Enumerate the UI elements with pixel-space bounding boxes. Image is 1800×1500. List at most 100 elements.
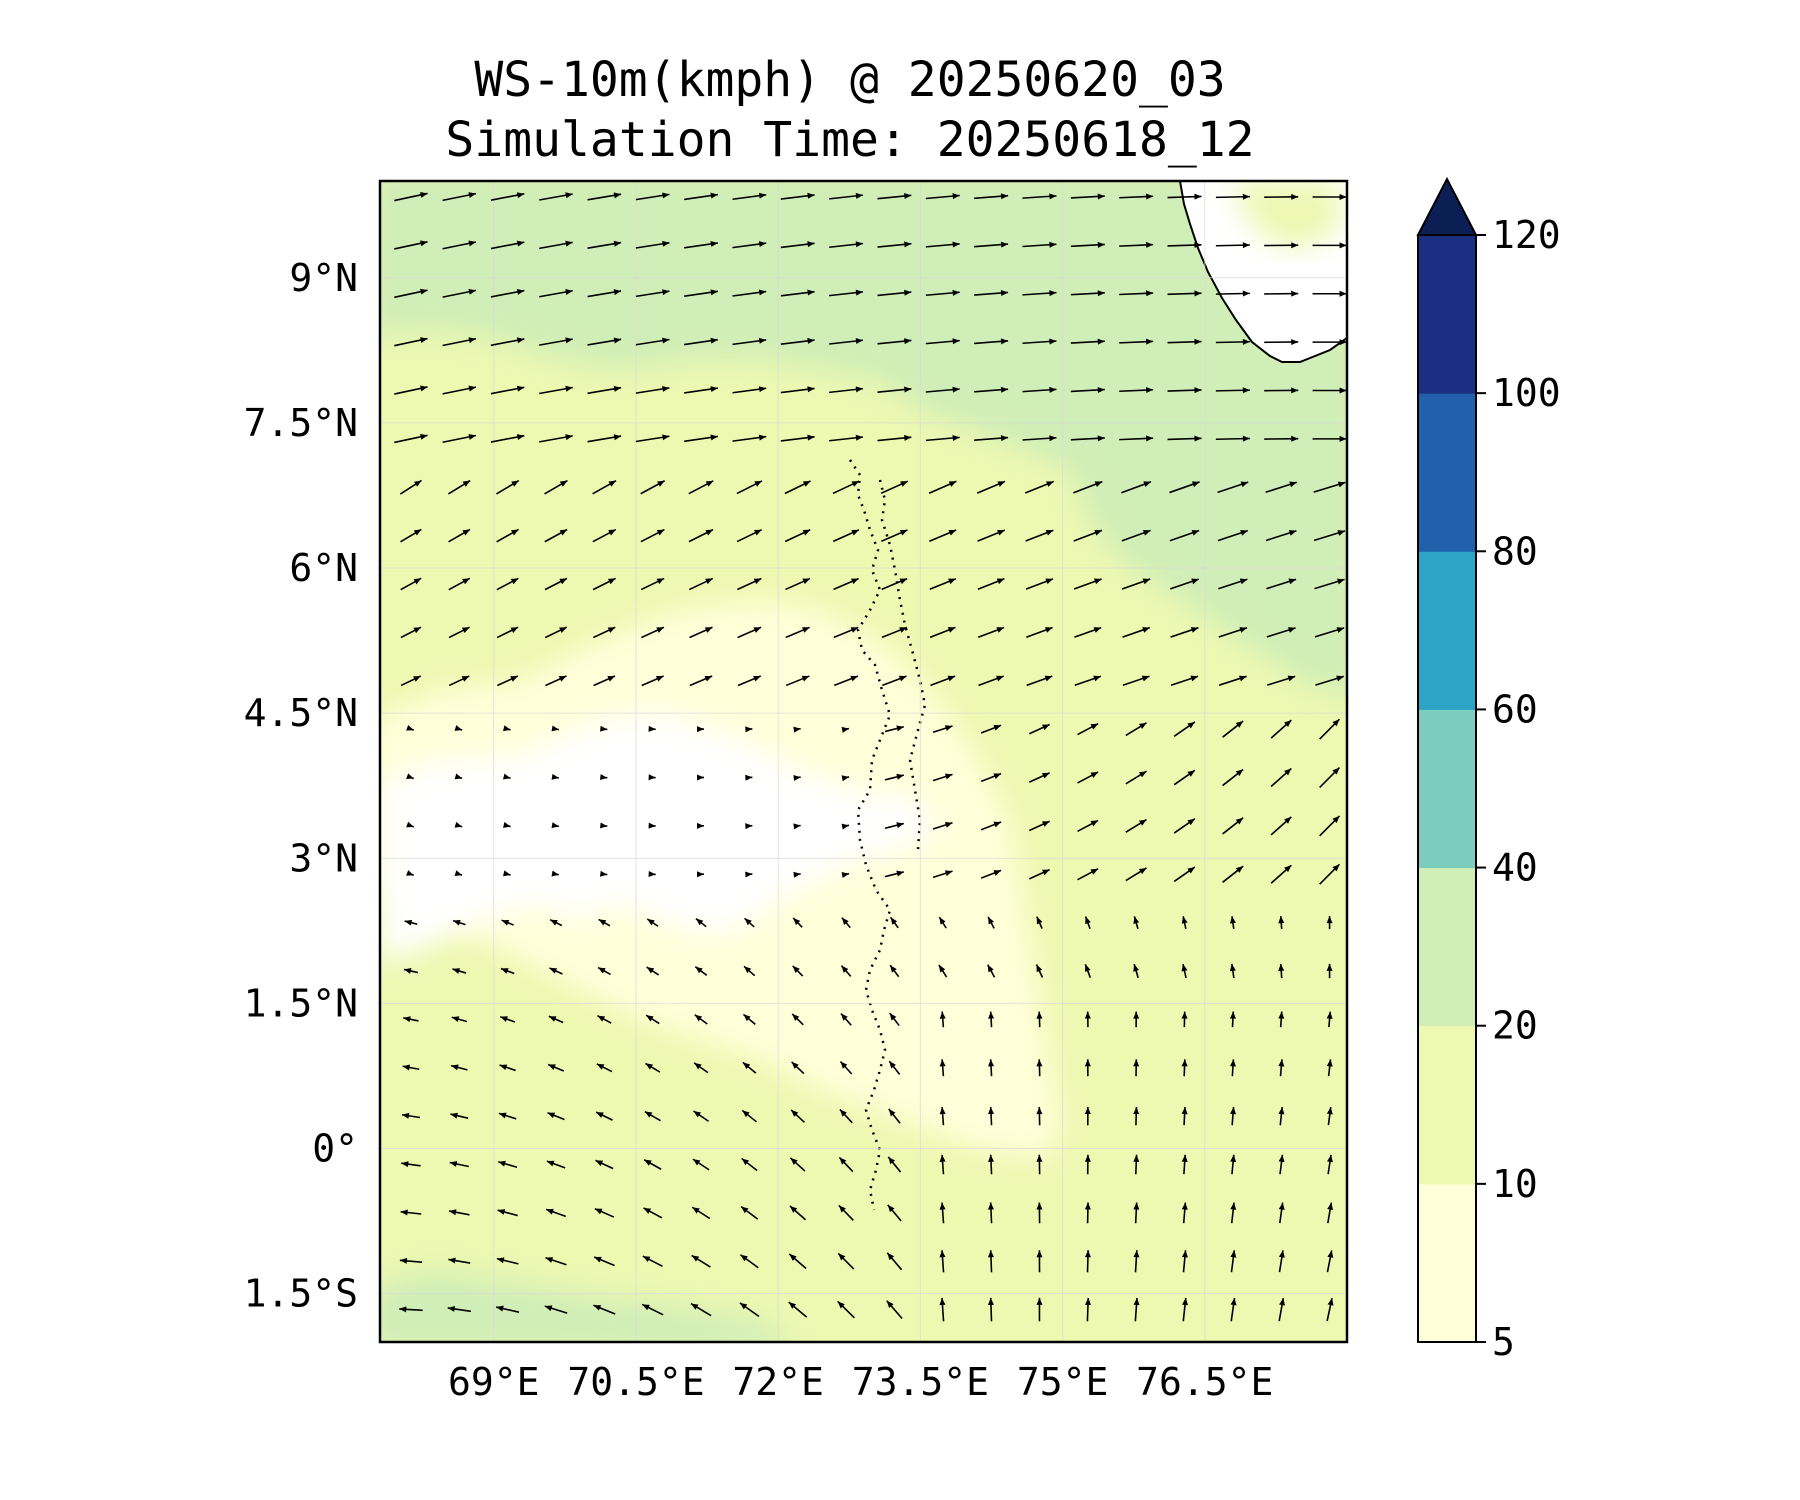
wind-vector <box>929 529 957 542</box>
wind-vector <box>932 725 953 733</box>
wind-vector <box>640 577 665 591</box>
wind-vector <box>980 821 1002 831</box>
wind-vector <box>1326 1298 1334 1322</box>
wind-vector <box>544 479 568 495</box>
wind-vector <box>1319 815 1341 837</box>
wind-vector <box>399 1306 423 1313</box>
wind-vector <box>1025 578 1054 590</box>
wind-vector <box>780 337 815 345</box>
wind-vector <box>1222 768 1244 787</box>
wind-vector <box>595 1159 614 1170</box>
wind-vector <box>545 1257 567 1266</box>
wind-vector <box>939 1154 946 1175</box>
wind-speed-field-20-40-southwest <box>380 1270 790 1342</box>
wind-vector <box>788 1253 807 1270</box>
colorbar-segment <box>1418 1183 1476 1343</box>
wind-vector <box>1264 387 1299 394</box>
wind-vector <box>684 337 718 346</box>
wind-vector <box>1181 916 1188 930</box>
wind-vector <box>594 1207 615 1218</box>
wind-vector <box>684 192 718 201</box>
wind-vector <box>1133 1250 1140 1273</box>
wind-vector <box>988 1107 995 1126</box>
wind-vector <box>840 965 852 977</box>
wind-vector <box>448 577 471 591</box>
wind-vector <box>544 577 568 591</box>
wind-vector <box>645 1014 660 1025</box>
wind-vector <box>643 1159 662 1170</box>
colorbar-tick-label: 40 <box>1492 846 1538 890</box>
wind-vector <box>880 480 909 495</box>
wind-vector <box>789 1157 806 1172</box>
wind-vector <box>645 1062 661 1073</box>
wind-vector <box>402 1064 420 1071</box>
lat-tick-label: 6°N <box>289 546 358 590</box>
wind-vector <box>1084 1011 1091 1028</box>
wind-vector <box>696 774 705 781</box>
wind-vector <box>1070 290 1105 297</box>
wind-vector <box>442 337 477 347</box>
wind-vector <box>1181 963 1188 979</box>
wind-vector <box>1313 530 1346 542</box>
wind-vector <box>939 1011 946 1028</box>
wind-vector <box>442 192 477 202</box>
map-frame <box>378 179 1349 1344</box>
wind-vector <box>696 871 705 878</box>
wind-vector <box>551 822 560 829</box>
wind-vector <box>451 1016 467 1023</box>
wind-vector <box>1073 578 1102 590</box>
wind-vector <box>1326 916 1333 930</box>
wind-vector <box>793 871 801 878</box>
wind-vector <box>740 1205 759 1220</box>
wind-vector <box>1121 529 1151 542</box>
wind-vector <box>490 240 525 250</box>
wind-vector <box>1022 386 1057 393</box>
wind-vector <box>688 577 714 591</box>
wind-vector <box>539 434 573 443</box>
wind-vector <box>1077 868 1099 881</box>
wind-vector <box>889 1012 900 1027</box>
wind-vector <box>1028 820 1050 832</box>
wind-vector <box>737 675 762 687</box>
wind-vector <box>1070 338 1105 345</box>
wind-vector <box>1036 1154 1043 1175</box>
wind-vector <box>739 1302 760 1318</box>
wind-vector <box>737 577 762 591</box>
wind-vector <box>929 577 957 591</box>
wind-vector <box>839 1060 853 1075</box>
wind-vector <box>406 870 415 877</box>
lon-tick-label: 75°E <box>1017 1360 1109 1404</box>
wind-vector <box>539 385 573 395</box>
wind-vector <box>987 1297 994 1322</box>
wind-vector <box>595 1111 613 1121</box>
wind-vector <box>1215 193 1250 200</box>
wind-vector <box>1278 1154 1285 1175</box>
wind-vector <box>793 775 801 781</box>
wind-vector <box>1267 675 1296 686</box>
wind-vector <box>1022 290 1057 297</box>
wind-vector <box>780 241 815 249</box>
wind-vector <box>877 241 912 248</box>
wind-vector <box>882 675 907 687</box>
lat-tick-label: 4.5°N <box>244 691 358 735</box>
wind-vector <box>1326 963 1333 979</box>
wind-vector <box>932 773 953 782</box>
lat-tick-label: 1.5°S <box>244 1272 358 1316</box>
wind-vector <box>1170 626 1199 638</box>
wind-vector <box>939 1202 946 1224</box>
wind-vector <box>881 626 908 639</box>
wind-vector <box>884 822 905 830</box>
wind-vector <box>932 870 953 879</box>
wind-vector <box>1133 1059 1140 1077</box>
wind-vector <box>551 725 560 732</box>
wind-vector <box>838 1156 854 1173</box>
maldives-atolls-east <box>878 479 927 851</box>
wind-vector <box>1024 480 1054 494</box>
wind-vector <box>1028 772 1050 783</box>
wind-vector <box>1167 338 1202 345</box>
wind-vector <box>496 626 519 639</box>
wind-vector <box>1229 1011 1236 1028</box>
wind-vector <box>1312 242 1347 249</box>
wind-vector <box>987 964 996 978</box>
wind-vector <box>1326 1250 1334 1273</box>
